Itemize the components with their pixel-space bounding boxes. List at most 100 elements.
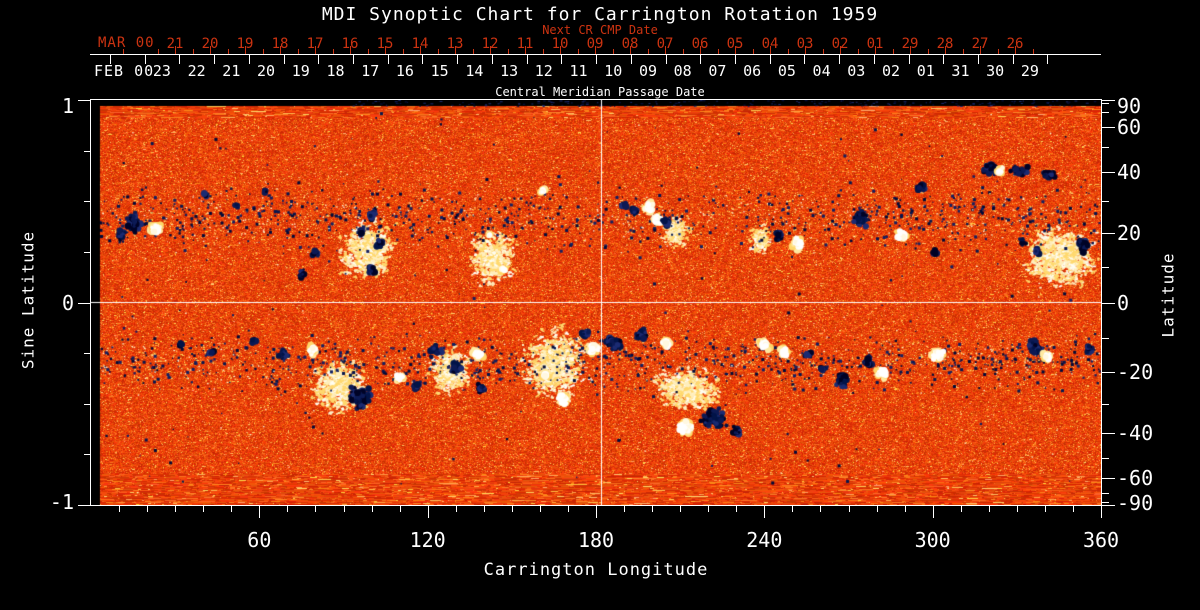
cmp-day-tick	[422, 55, 424, 64]
next-cr-day-tick	[420, 46, 421, 55]
next-cr-day-tick	[210, 46, 211, 55]
right-major-tick	[1102, 100, 1115, 101]
right-tick-label: -20	[1117, 359, 1154, 384]
cmp-day-tick	[1047, 55, 1049, 64]
cmp-day-tick	[248, 55, 250, 64]
right-major-tick	[1102, 302, 1115, 304]
cmp-day-label: 18	[326, 62, 345, 80]
cmp-day-tick	[457, 55, 459, 64]
cmp-day-label: 12	[534, 62, 553, 80]
bottom-minor-tick	[680, 506, 682, 512]
cmp-day-tick	[387, 55, 389, 64]
cmp-day-tick	[873, 55, 875, 64]
next-cr-minor-tick	[542, 49, 544, 55]
right-tick-label: -60	[1117, 465, 1154, 490]
cmp-day-label: 14	[465, 62, 484, 80]
next-cr-minor-tick	[262, 49, 264, 55]
next-cr-day-tick	[455, 46, 456, 55]
cmp-day-tick	[769, 55, 771, 64]
next-cr-minor-tick	[227, 49, 229, 55]
next-cr-day-label: 12	[481, 36, 499, 52]
cmp-day-label: 21	[222, 62, 241, 80]
bottom-minor-tick	[231, 506, 233, 512]
next-cr-day-label: 20	[201, 36, 219, 52]
next-cr-day-tick	[770, 46, 771, 55]
cmp-day-tick	[734, 55, 736, 64]
next-cr-minor-tick	[962, 49, 964, 55]
cmp-day-label: 30	[986, 62, 1005, 80]
next-cr-day-label: 05	[726, 36, 744, 52]
cmp-month-label: FEB 00	[94, 62, 155, 80]
next-cr-minor-tick	[787, 49, 789, 55]
right-minor-tick	[1102, 492, 1109, 494]
cmp-day-label: 17	[361, 62, 380, 80]
next-cr-day-label: 03	[796, 36, 814, 52]
next-cr-minor-tick	[402, 49, 404, 55]
next-cr-day-tick	[700, 46, 701, 55]
bottom-minor-tick	[371, 506, 373, 512]
right-tick-label: -40	[1117, 420, 1154, 445]
left-minor-tick	[84, 251, 90, 253]
cmp-day-tick	[804, 55, 806, 64]
magnetogram-canvas	[91, 100, 1101, 505]
cmp-day-tick	[318, 55, 320, 64]
bottom-tick-label: 120	[409, 528, 446, 552]
bottom-major-tick	[259, 506, 261, 518]
cmp-day-label: 31	[951, 62, 970, 80]
right-minor-tick	[1102, 112, 1109, 114]
cmp-day-tick	[179, 55, 181, 64]
next-cr-day-label: 13	[446, 36, 464, 52]
left-major-tick	[78, 505, 90, 506]
bottom-minor-tick	[539, 506, 541, 512]
bottom-tick-label: 300	[914, 528, 951, 552]
cmp-day-label: 29	[1020, 62, 1039, 80]
next-cr-minor-tick	[157, 49, 159, 55]
bottom-minor-tick	[483, 506, 485, 512]
bottom-minor-tick	[203, 506, 205, 512]
bottom-minor-tick	[960, 506, 962, 512]
cmp-day-tick	[978, 55, 979, 64]
next-cr-minor-tick	[192, 49, 194, 55]
bottom-tick-label: 360	[1082, 528, 1120, 552]
next-cr-day-label: 26	[1006, 36, 1024, 52]
next-cr-day-tick	[490, 46, 491, 55]
left-major-tick	[78, 100, 90, 101]
next-cr-minor-tick	[857, 49, 859, 55]
right-minor-tick	[1102, 267, 1109, 269]
cmp-day-label: 07	[708, 62, 727, 80]
bottom-minor-tick	[287, 506, 289, 512]
next-cr-day-tick	[630, 46, 631, 55]
bottom-minor-tick	[175, 506, 177, 512]
bottom-axis-label: Carrington Longitude	[483, 560, 709, 580]
left-tick-label: 0	[61, 290, 74, 315]
next-cr-day-tick	[805, 46, 806, 55]
next-cr-day-tick	[175, 46, 176, 55]
next-cr-day-tick	[385, 46, 386, 55]
right-minor-tick	[1102, 147, 1109, 149]
cmp-day-label: 19	[291, 62, 310, 80]
right-major-tick	[1102, 477, 1115, 479]
next-cr-day-tick	[735, 46, 736, 55]
next-cr-day-label: 08	[621, 36, 639, 52]
bottom-minor-tick	[820, 506, 822, 512]
cmp-day-tick	[700, 55, 702, 64]
bottom-major-tick	[1101, 506, 1102, 518]
next-cr-day-tick	[315, 46, 316, 55]
left-major-tick	[78, 302, 90, 304]
cmp-day-label: 09	[638, 62, 657, 80]
date-axis-line	[90, 54, 1101, 55]
left-tick-label: -1	[49, 490, 74, 514]
cmp-day-tick	[110, 55, 111, 64]
right-major-tick	[1102, 127, 1115, 129]
next-cr-day-tick	[910, 46, 911, 55]
right-tick-label: 20	[1117, 221, 1142, 246]
next-cr-minor-tick	[612, 49, 614, 55]
cmp-day-tick	[839, 55, 841, 64]
next-cr-day-label: 11	[516, 36, 534, 52]
next-cr-month-label: MAR 00	[98, 35, 155, 51]
bottom-minor-tick	[1016, 506, 1018, 512]
bottom-minor-tick	[988, 506, 990, 512]
right-axis-label: Latitude	[1158, 252, 1178, 338]
cmp-day-tick	[353, 55, 355, 64]
next-cr-minor-tick	[507, 49, 509, 55]
